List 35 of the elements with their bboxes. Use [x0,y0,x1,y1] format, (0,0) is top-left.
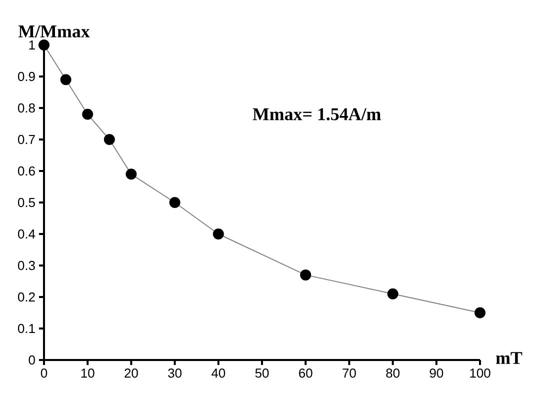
x-tick-label: 80 [386,368,400,378]
x-axis-title: mT [496,352,522,364]
x-tick-label: 60 [299,368,312,378]
x-tick-label: 40 [212,368,226,378]
y-axis-title: M/Mmax [18,25,90,38]
y-tick-label: 0.3 [18,260,35,270]
point [38,39,50,50]
point [212,228,224,240]
x-tick-label: 50 [255,368,269,378]
point [300,269,312,280]
y-tick-label: 1 [29,40,35,50]
y-tick-label: 0.9 [18,72,35,82]
x-tick-label: 10 [81,368,94,378]
y-tick-label: 0.8 [18,103,35,113]
y-tick-label: 0.6 [18,166,35,176]
point [126,168,137,180]
point [387,288,398,300]
y-tick-label: 0.2 [18,292,35,302]
point [60,74,72,86]
x-tick-label: 100 [470,368,490,378]
x-tick-label: 0 [40,368,48,378]
y-tick-label: 0.1 [18,324,35,334]
point [474,307,486,318]
y-tick-label: 0.7 [18,134,35,144]
y-tick-label: 0.5 [18,198,35,208]
point [104,134,115,145]
x-tick-label: 70 [342,368,356,378]
y-tick-label: 0 [28,355,35,365]
point [169,197,180,208]
x-tick-label: 20 [124,368,138,378]
x-tick-label: 90 [430,368,444,378]
annotation: Mmax= 1.54A/m [252,108,381,120]
x-tick-label: 30 [168,368,182,378]
point [82,108,94,120]
y-tick-label: 0.4 [18,229,36,239]
